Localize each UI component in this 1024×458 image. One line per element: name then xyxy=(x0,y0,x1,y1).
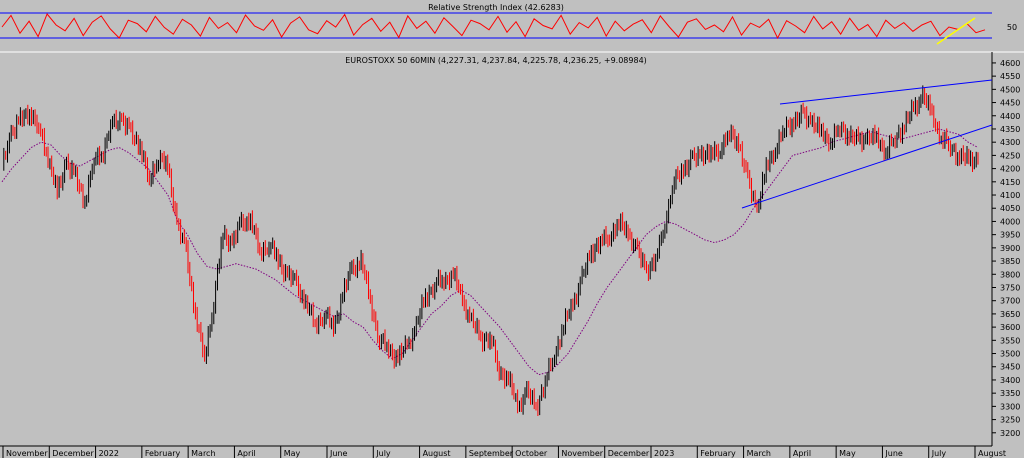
y-tick-label: 3650 xyxy=(1000,310,1020,319)
x-tick-label: 2022 xyxy=(99,449,119,458)
y-tick-label: 4150 xyxy=(1000,178,1020,187)
x-tick-label: July xyxy=(931,449,947,458)
moving-average-line xyxy=(1,128,979,376)
x-tick-label: March xyxy=(747,449,771,458)
x-tick-label: December xyxy=(608,449,650,458)
y-tick-label: 4300 xyxy=(1000,138,1020,147)
y-tick-label: 3850 xyxy=(1000,257,1020,266)
x-tick-label: September xyxy=(469,449,514,458)
y-tick-label: 3800 xyxy=(1000,270,1020,279)
price-panel: EUROSTOXX 50 60MIN (4,227.31, 4,237.84, … xyxy=(0,52,1020,458)
moving-average-series xyxy=(1,128,979,376)
x-tick-label: May xyxy=(839,449,856,458)
x-tick-label: December xyxy=(52,449,94,458)
y-tick-label: 3600 xyxy=(1000,323,1020,332)
x-tick-label: June xyxy=(884,449,903,458)
x-tick-label: May xyxy=(284,449,301,458)
x-tick-label: 2023 xyxy=(654,449,674,458)
y-tick-label: 4400 xyxy=(1000,112,1020,121)
y-tick-label: 3500 xyxy=(1000,350,1020,359)
y-tick-label: 3750 xyxy=(1000,283,1020,292)
rsi-line xyxy=(1,13,986,40)
y-tick-label: 4450 xyxy=(1000,99,1020,108)
y-tick-label: 3300 xyxy=(1000,402,1020,411)
x-tick-label: November xyxy=(561,449,603,458)
y-tick-label: 3450 xyxy=(1000,363,1020,372)
x-tick-label: February xyxy=(145,449,181,458)
x-tick-label: November xyxy=(6,449,48,458)
y-tick-label: 4000 xyxy=(1000,217,1020,226)
rsi-title: Relative Strength Index (42.6283) xyxy=(428,3,564,12)
y-tick-label: 4550 xyxy=(1000,72,1020,81)
x-tick-label: August xyxy=(423,449,451,458)
y-tick-label: 3550 xyxy=(1000,336,1020,345)
y-tick-label: 4500 xyxy=(1000,85,1020,94)
x-tick-label: August xyxy=(978,449,1006,458)
y-axis-ticks: 4600 4550 4500 4450 4400 4350 4300 4250 4200 4150… xyxy=(992,59,1020,438)
y-tick-label: 3950 xyxy=(1000,231,1020,240)
y-tick-label: 4250 xyxy=(1000,151,1020,160)
y-tick-label: 4100 xyxy=(1000,191,1020,200)
rsi-tick-label: 50 xyxy=(1007,23,1017,32)
x-tick-label: October xyxy=(515,449,548,458)
y-tick-label: 3400 xyxy=(1000,376,1020,385)
y-tick-label: 3200 xyxy=(1000,429,1020,438)
x-tick-label: April xyxy=(237,449,255,458)
price-title: EUROSTOXX 50 60MIN (4,227.31, 4,237.84, … xyxy=(345,56,647,65)
upper-trendline xyxy=(779,79,993,105)
y-tick-label: 3350 xyxy=(1000,389,1020,398)
y-tick-label: 3700 xyxy=(1000,297,1020,306)
lower-trendline xyxy=(741,124,993,209)
y-tick-label: 3900 xyxy=(1000,244,1020,253)
x-tick-label: June xyxy=(329,449,348,458)
rsi-series xyxy=(1,13,986,40)
rsi-highlight-line xyxy=(936,17,976,45)
x-tick-label: March xyxy=(191,449,215,458)
y-tick-label: 4200 xyxy=(1000,165,1020,174)
x-tick-label: July xyxy=(375,449,391,458)
x-tick-label: April xyxy=(793,449,811,458)
price-series xyxy=(3,85,979,416)
y-tick-label: 4600 xyxy=(1000,59,1020,68)
rsi-panel: Relative Strength Index (42.6283) 50 xyxy=(0,0,1024,53)
x-tick-label: February xyxy=(700,449,736,458)
y-tick-label: 3250 xyxy=(1000,416,1020,425)
y-tick-label: 4050 xyxy=(1000,204,1020,213)
y-tick-label: 4350 xyxy=(1000,125,1020,134)
x-axis-ticks: November December 2022 February March April Ma… xyxy=(2,446,1006,458)
